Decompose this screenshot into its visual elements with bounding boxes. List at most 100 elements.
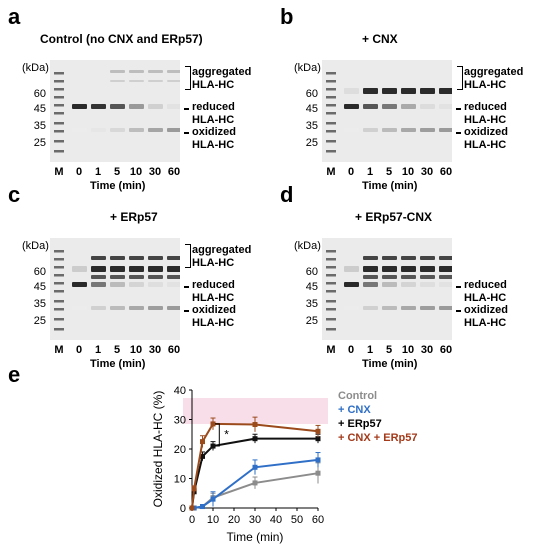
gel-image: [50, 238, 180, 340]
oxidized-hc-label: HLA-HC: [464, 317, 507, 329]
mw-marker-label: 35: [33, 120, 46, 132]
kda-label: (kDa): [294, 62, 321, 74]
data-point: [252, 480, 258, 486]
data-point: [210, 496, 216, 502]
mw-marker-label: 35: [305, 298, 318, 310]
kda-label: (kDa): [22, 240, 49, 252]
oxidized-marker: [456, 132, 461, 134]
oxidized-label: oxidized: [192, 304, 237, 316]
lane-label: 1: [366, 166, 374, 178]
legend-erp57: + ERp57: [338, 418, 382, 430]
oxidized-label: oxidized: [464, 126, 509, 138]
reduced-marker: [184, 286, 189, 288]
reduced-hc-label: HLA-HC: [192, 114, 235, 126]
data-point: [200, 504, 205, 510]
reduced-marker: [456, 286, 461, 288]
x-tick-label: 30: [249, 514, 261, 526]
lane-label: 0: [347, 344, 355, 356]
legend-control: Control: [338, 390, 378, 402]
reduced-marker: [456, 108, 461, 110]
oxidized-marker: [456, 310, 461, 312]
data-point: [315, 428, 321, 434]
lane-label: 10: [401, 166, 415, 178]
y-tick-label: 30: [174, 415, 186, 427]
lane-label: 30: [420, 166, 434, 178]
data-point: [191, 486, 197, 492]
oxidized-marker: [184, 132, 189, 134]
panel-title: + CNX: [362, 32, 398, 46]
mw-marker-label: 25: [305, 315, 318, 327]
data-point: [189, 505, 195, 511]
legend-cnx-erp57: + CNX + ERp57: [338, 432, 418, 444]
x-tick-label: 10: [207, 514, 219, 526]
series-line-2: [191, 437, 318, 509]
x-tick-label: 20: [228, 514, 240, 526]
x-tick-label: 60: [312, 514, 324, 526]
lane-label: 5: [385, 166, 393, 178]
lane-label: 60: [167, 344, 181, 356]
data-point: [200, 439, 205, 445]
panel-letter: b: [280, 4, 294, 29]
time-axis-label: Time (min): [90, 180, 146, 192]
series-line-3: [191, 422, 319, 509]
reduced-label: reduced: [464, 279, 507, 291]
gel-image: [322, 238, 452, 340]
aggregated-bracket: [185, 244, 191, 268]
mw-marker-label: 35: [33, 298, 46, 310]
lane-label: 30: [420, 344, 434, 356]
reduced-hc-label: HLA-HC: [464, 114, 507, 126]
data-point: [315, 436, 321, 442]
lane-label: M: [54, 166, 64, 178]
lane-label: 60: [439, 166, 453, 178]
lane-label: 60: [439, 344, 453, 356]
lane-label: M: [54, 344, 64, 356]
lane-label: 10: [401, 344, 415, 356]
aggregated-hc-label: HLA-HC: [464, 79, 507, 91]
data-point: [189, 505, 195, 511]
significance-star: *: [224, 427, 229, 441]
mw-marker-label: 25: [33, 315, 46, 327]
lane-label: 0: [347, 166, 355, 178]
x-tick-label: 0: [189, 514, 195, 526]
x-tick-label: 40: [270, 514, 282, 526]
lane-label: 1: [366, 344, 374, 356]
aggregated-bracket: [185, 66, 191, 90]
lane-label: 1: [94, 344, 102, 356]
series-line-0: [192, 472, 319, 509]
gel-image: [322, 60, 452, 162]
reduced-marker: [184, 108, 189, 110]
panel-title: + ERp57-CNX: [355, 210, 433, 224]
oxidized-marker: [184, 310, 189, 312]
lane-label: 5: [113, 166, 121, 178]
panel-letter: a: [8, 4, 21, 29]
oxidized-label: oxidized: [192, 126, 237, 138]
oxidized-hc-label: HLA-HC: [192, 139, 235, 151]
x-axis-title: Time (min): [227, 530, 284, 544]
gel-image: [50, 60, 180, 162]
panel-letter: d: [280, 182, 294, 207]
lane-label: M: [326, 344, 336, 356]
series-line-1: [192, 458, 319, 509]
panel-title: Control (no CNX and ERp57): [40, 32, 203, 46]
oxidized-hc-label: HLA-HC: [192, 317, 235, 329]
mw-marker-label: 25: [33, 137, 46, 149]
reduced-hc-label: HLA-HC: [464, 292, 507, 304]
aggregated-label: aggregated: [192, 66, 252, 78]
data-point: [191, 505, 197, 511]
data-point: [210, 495, 216, 501]
reduced-label: reduced: [464, 101, 507, 113]
y-tick-label: 10: [174, 474, 186, 486]
data-point: [200, 504, 205, 510]
data-point: [191, 505, 197, 511]
data-point: [315, 457, 321, 463]
mw-marker-label: 60: [33, 266, 46, 278]
aggregated-hc-label: HLA-HC: [192, 79, 235, 91]
y-axis-title: Oxidized HLA-HC (%): [151, 391, 165, 508]
kda-label: (kDa): [294, 240, 321, 252]
mw-marker-label: 60: [305, 88, 318, 100]
y-tick-label: 40: [174, 385, 186, 397]
mw-marker-label: 25: [305, 137, 318, 149]
data-point: [191, 489, 197, 495]
lane-label: 0: [75, 166, 83, 178]
reduced-label: reduced: [192, 279, 235, 291]
